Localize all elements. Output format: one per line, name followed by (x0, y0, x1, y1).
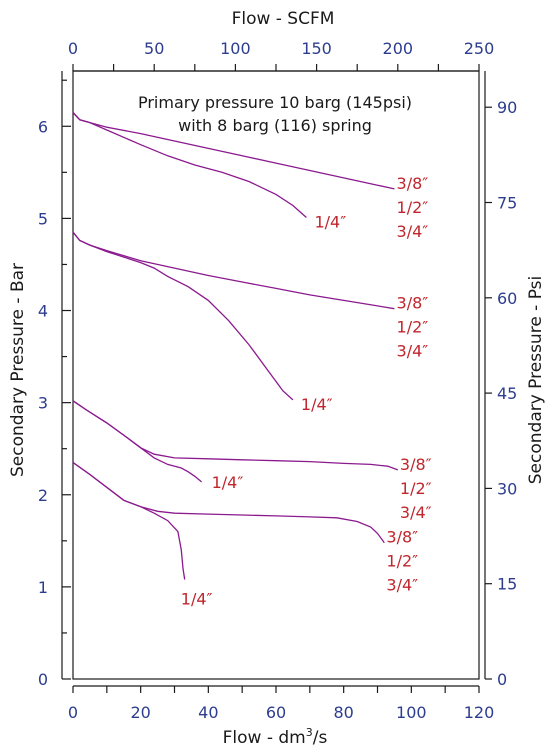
curve-3 (72, 231, 395, 310)
curve-4-label: 1/4″ (301, 395, 333, 414)
curve-7-label: 3/8″ (386, 528, 418, 547)
top-axis-tick-label: 100 (220, 39, 251, 58)
bottom-axis-tick-label: 80 (333, 703, 353, 722)
bottom-axis: 0 20 40 60 80 100 120 (68, 685, 495, 722)
top-axis-tick-label: 0 (68, 39, 78, 58)
curve-7-label: 1/2″ (386, 552, 418, 571)
right-axis-tick-label: 90 (497, 98, 517, 117)
curve-1-label: 3/4″ (397, 222, 429, 241)
top-axis-title: Flow - SCFM (232, 9, 335, 29)
curve-2-label: 1/4″ (314, 212, 346, 231)
right-axis-tick-label: 0 (497, 670, 507, 689)
right-axis-title: Secondary Pressure - Psi (526, 276, 546, 485)
curve-1-label: 3/8″ (397, 174, 429, 193)
curve-3-label: 3/8″ (397, 294, 429, 313)
annotation-line-2: with 8 barg (116) spring (178, 116, 372, 135)
curve-3-label: 3/4″ (397, 342, 429, 361)
top-axis-tick-label: 50 (144, 39, 164, 58)
bottom-axis-tick-label: 120 (464, 703, 495, 722)
bottom-axis-title-tail: /s (313, 728, 328, 748)
bottom-axis-tick-label: 20 (130, 703, 150, 722)
bottom-axis-tick-label: 100 (396, 703, 427, 722)
right-axis-tick-label: 75 (497, 194, 517, 213)
bottom-axis-title-sup: 3 (306, 726, 313, 739)
curve-6-label: 1/4″ (212, 473, 244, 492)
right-axis-tick-label: 30 (497, 479, 517, 498)
left-axis-tick-label: 4 (38, 302, 48, 321)
curve-5 (72, 400, 399, 471)
curve-8 (72, 461, 186, 580)
curve-labels: 3/8″ 1/2″ 3/4″ 1/4″ 3/8″ 1/2″ 3/4″ 1/4″ 3/8″ 1/2″… (181, 174, 432, 609)
left-axis: 0 1 2 3 4 5 6 (38, 71, 71, 689)
right-axis-tick-label: 15 (497, 575, 517, 594)
curve-6 (72, 400, 203, 483)
right-axis-tick-label: 60 (497, 289, 517, 308)
top-axis: 0 50 100 150 200 250 (68, 39, 495, 72)
curve-5-label: 1/2″ (400, 479, 432, 498)
bottom-axis-title: Flow - dm3/s (223, 726, 328, 748)
left-axis-tick-label: 0 (38, 670, 48, 689)
curve-4 (72, 231, 294, 401)
curve-2 (72, 112, 307, 218)
curve-5-label: 3/4″ (400, 503, 432, 522)
left-axis-tick-label: 1 (38, 578, 48, 597)
plot-frame (72, 70, 480, 680)
top-axis-tick-label: 150 (301, 39, 332, 58)
right-axis: 0 15 30 45 60 75 90 (484, 71, 517, 689)
top-axis-tick-label: 200 (383, 39, 414, 58)
right-axis-tick-label: 45 (497, 384, 517, 403)
bottom-axis-title-main: Flow - dm (223, 728, 306, 748)
curve-3-label: 1/2″ (397, 318, 429, 337)
bottom-axis-tick-label: 60 (266, 703, 286, 722)
left-axis-tick-label: 5 (38, 209, 48, 228)
annotation-line-1: Primary pressure 10 barg (145psi) (138, 93, 412, 112)
bottom-axis-tick-label: 40 (198, 703, 218, 722)
left-axis-tick-label: 2 (38, 486, 48, 505)
top-axis-tick-label: 250 (464, 39, 495, 58)
left-axis-title: Secondary Pressure - Bar (8, 263, 28, 477)
curves (72, 112, 399, 580)
left-axis-tick-label: 3 (38, 394, 48, 413)
curve-5-label: 3/8″ (400, 455, 432, 474)
bottom-axis-tick-label: 0 (68, 703, 78, 722)
curve-7-label: 3/4″ (386, 576, 418, 595)
curve-8-label: 1/4″ (181, 590, 213, 609)
curve-1-label: 1/2″ (397, 198, 429, 217)
left-axis-tick-label: 6 (38, 117, 48, 136)
